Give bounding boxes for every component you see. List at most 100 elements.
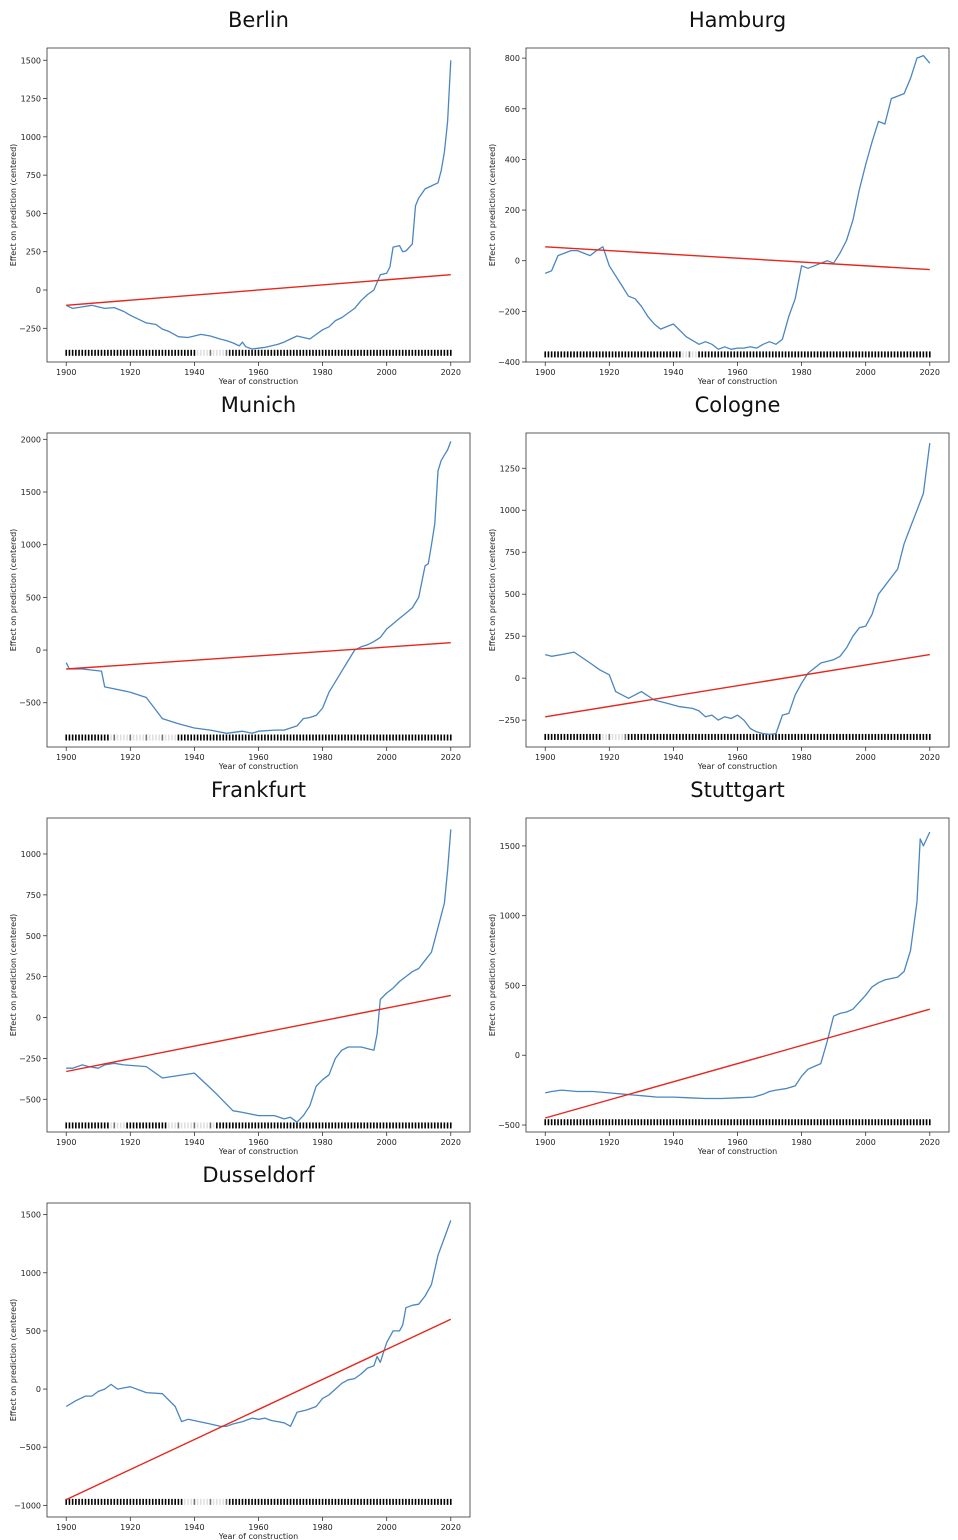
- y-tick-label: 1000: [21, 850, 41, 859]
- y-tick-label: 250: [26, 248, 41, 257]
- y-tick-label: −1000: [14, 1501, 41, 1510]
- y-axis-label: Effect on prediction (centered): [9, 144, 18, 267]
- y-tick-label: −500: [19, 1443, 41, 1452]
- y-tick-label: 500: [505, 590, 520, 599]
- x-tick-label: 1900: [56, 368, 76, 377]
- x-tick-label: 2020: [441, 753, 461, 762]
- x-tick-label: 1920: [599, 368, 619, 377]
- axes-frame: [525, 47, 950, 363]
- x-axis-label: Year of construction: [697, 1147, 777, 1155]
- chart-panel-frankfurt: Frankfurt 1900 1920 1940 1960 1980 2000 2020 −50…: [0, 770, 479, 1155]
- y-tick-label: 1000: [21, 133, 41, 142]
- axes-frame: [46, 817, 471, 1133]
- axes-frame: [46, 432, 471, 748]
- chart-title: Berlin: [228, 8, 289, 32]
- y-tick-label: 1250: [21, 95, 41, 104]
- y-tick-label: 500: [26, 1327, 41, 1336]
- x-tick-label: 1980: [791, 1138, 811, 1147]
- y-tick-label: −500: [498, 1121, 520, 1130]
- y-tick-label: 500: [505, 981, 520, 990]
- x-tick-label: 1900: [56, 753, 76, 762]
- y-tick-label: 0: [515, 674, 520, 683]
- x-tick-label: 2020: [441, 1523, 461, 1532]
- chart-title: Stuttgart: [690, 778, 784, 802]
- linear-fit-line: [66, 642, 451, 670]
- linear-fit-line: [66, 274, 451, 306]
- x-axis-label: Year of construction: [218, 762, 298, 770]
- rug-marks: [544, 733, 931, 740]
- y-tick-label: 600: [505, 105, 520, 114]
- rug-marks: [65, 1498, 452, 1505]
- y-axis-label: Effect on prediction (centered): [9, 914, 18, 1037]
- chart-title: Munich: [221, 393, 296, 417]
- x-tick-label: 2020: [920, 753, 940, 762]
- x-tick-label: 1900: [535, 1138, 555, 1147]
- axes-frame: [46, 47, 471, 363]
- x-tick-label: 1940: [184, 1523, 204, 1532]
- plot-area: [65, 441, 452, 741]
- y-axis-label: Effect on prediction (centered): [9, 529, 18, 652]
- y-axis-label: Effect on prediction (centered): [9, 1299, 18, 1422]
- chart-svg: Dusseldorf 1900 1920 1940 1960 1980 2000 2020 −1…: [9, 1163, 471, 1540]
- x-tick-label: 1940: [663, 368, 683, 377]
- chart-svg: Munich 1900 1920 1940 1960 1980 2000 2020 −500 0 5…: [9, 393, 471, 770]
- x-tick-label: 2000: [377, 753, 397, 762]
- x-tick-label: 1940: [184, 1138, 204, 1147]
- chart-panel-stuttgart: Stuttgart 1900 1920 1940 1960 1980 2000 2020 −50…: [479, 770, 958, 1155]
- x-tick-label: 1960: [727, 368, 747, 377]
- y-tick-label: 750: [505, 548, 520, 557]
- y-tick-label: 1250: [500, 464, 520, 473]
- chart-panel-cologne: Cologne 1900 1920 1940 1960 1980 2000 2020 −250 0…: [479, 385, 958, 770]
- axes-frame: [46, 1202, 471, 1518]
- x-tick-label: 2020: [441, 368, 461, 377]
- plot-area: [65, 60, 452, 356]
- y-tick-label: 400: [505, 155, 520, 164]
- y-tick-label: 500: [26, 932, 41, 941]
- chart-svg: Frankfurt 1900 1920 1940 1960 1980 2000 2020 −50…: [9, 778, 471, 1155]
- rug-marks: [65, 349, 452, 356]
- x-tick-label: 1900: [56, 1138, 76, 1147]
- y-tick-label: −250: [19, 324, 41, 333]
- x-tick-label: 1960: [248, 753, 268, 762]
- partial-dependence-line: [545, 443, 931, 736]
- y-tick-label: 1000: [500, 506, 520, 515]
- y-tick-label: 1500: [21, 56, 41, 65]
- axes-frame: [525, 432, 950, 748]
- y-tick-label: 1500: [21, 1211, 41, 1220]
- linear-fit-line: [545, 246, 930, 271]
- partial-dependence-line: [66, 829, 452, 1123]
- plot-area: [544, 831, 931, 1126]
- x-tick-label: 1940: [184, 753, 204, 762]
- x-tick-label: 1940: [184, 368, 204, 377]
- chart-panel-munich: Munich 1900 1920 1940 1960 1980 2000 2020 −500 0 5…: [0, 385, 479, 770]
- y-tick-label: 250: [505, 632, 520, 641]
- axes-frame: [525, 817, 950, 1133]
- chart-title: Dusseldorf: [202, 1163, 315, 1187]
- x-tick-label: 2000: [377, 368, 397, 377]
- chart-panel-berlin: Berlin 1900 1920 1940 1960 1980 2000 2020 −250 0 2…: [0, 0, 479, 385]
- chart-svg: Cologne 1900 1920 1940 1960 1980 2000 2020 −250 0…: [488, 393, 950, 770]
- y-tick-label: 200: [505, 206, 520, 215]
- y-tick-label: −500: [19, 699, 41, 708]
- linear-fit-line: [545, 653, 930, 718]
- y-tick-label: 1500: [21, 488, 41, 497]
- y-tick-label: 500: [26, 593, 41, 602]
- x-tick-label: 1920: [120, 1138, 140, 1147]
- x-tick-label: 2000: [377, 1138, 397, 1147]
- partial-dependence-line: [65, 60, 452, 350]
- x-tick-label: 1980: [312, 753, 332, 762]
- y-tick-label: −200: [498, 307, 520, 316]
- chart-title: Cologne: [695, 393, 781, 417]
- y-tick-label: 1000: [21, 541, 41, 550]
- linear-fit-line: [66, 994, 451, 1073]
- x-tick-label: 2020: [920, 1138, 940, 1147]
- y-tick-label: 750: [26, 891, 41, 900]
- x-axis-label: Year of construction: [697, 762, 777, 770]
- chart-title: Frankfurt: [211, 778, 306, 802]
- y-tick-label: 0: [515, 1051, 520, 1060]
- y-tick-label: 1000: [21, 1269, 41, 1278]
- chart-panel-dusseldorf: Dusseldorf 1900 1920 1940 1960 1980 2000 2020 −1…: [0, 1155, 479, 1540]
- x-axis-label: Year of construction: [218, 377, 298, 385]
- rug-marks: [544, 351, 931, 358]
